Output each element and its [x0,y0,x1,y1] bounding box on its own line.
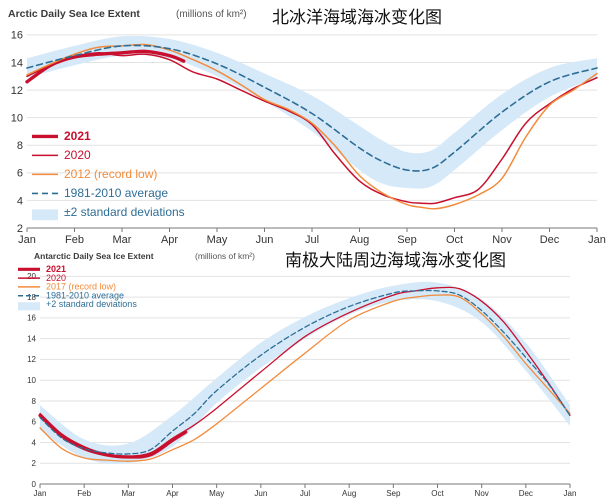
antarctic-axis: 0 2 4 6 8 10 12 14 16 18 20 Jan Feb Mar Apr May Jun Jul Au… [27,272,576,498]
arctic-x-tick-label: Apr [161,234,178,246]
arctic-y-tick-label: 8 [17,140,23,152]
antarctic-x-tick-label: Jan [564,489,577,498]
arctic-legend-label: 1981-2010 average [64,186,168,200]
antarctic-caption: 南极大陆周边海域海冰变化图 [285,251,506,271]
antarctic-y-tick-label: 12 [27,355,36,364]
arctic-legend-label: 2012 (record low) [64,167,157,181]
arctic-axis: 2 4 6 8 10 12 14 16 Jan Feb Mar Apr May Jun Jul Aug Sep O… [11,30,606,246]
arctic-series-group [25,43,598,210]
antarctic-x-tick-label: Aug [342,489,356,498]
arctic-x-tick-label: Jan [18,234,36,246]
arctic-series-2020 [26,52,598,205]
arctic-x-tick-label: Jul [305,234,319,246]
antarctic-y-tick-label: 8 [32,397,37,406]
antarctic-x-tick-label: Jan [34,489,47,498]
antarctic-legend-label: +2 standard deviations [46,299,137,309]
antarctic-y-tick-label: 14 [27,334,36,343]
arctic-legend-label: 2021 [64,129,91,143]
arctic-y-tick-label: 6 [17,168,23,180]
arctic-y-tick-label: 16 [11,30,23,42]
antarctic-y-tick-label: 10 [27,376,36,385]
arctic-y-tick-label: 2 [17,223,23,235]
antarctic-series-2021 [38,413,188,459]
antarctic-legend-label: 2020 [46,273,66,283]
arctic-y-tick-label: 10 [11,113,23,125]
antarctic-legend-label: 2021 [46,264,66,274]
arctic-chart: Arctic Daily Sea Ice Extent (millions of… [8,8,606,246]
arctic-legend: 2021 2020 2012 (record low) 1981-2010 avera… [32,129,185,221]
antarctic-x-tick-label: Mar [121,489,135,498]
arctic-y-tick-label: 4 [17,195,23,207]
arctic-x-tick-label: Jun [256,234,274,246]
arctic-legend-label: 2020 [64,148,91,162]
antarctic-y-tick-label: 0 [32,480,37,489]
arctic-std-band [27,35,597,189]
arctic-x-tick-label: Oct [446,234,463,246]
arctic-band-group [27,35,597,189]
antarctic-unit-label: (millions of km²) [195,251,255,261]
antarctic-chart: Antarctic Daily Sea Ice Extent (millions… [18,251,576,498]
antarctic-x-tick-label: Jul [300,489,310,498]
arctic-unit-label: (millions of km²) [176,9,247,20]
antarctic-x-tick-label: Sep [386,489,401,498]
arctic-y-tick-label: 12 [11,85,23,97]
arctic-series-1981-2010 [26,44,598,172]
arctic-x-tick-label: Dec [540,234,560,246]
antarctic-x-tick-label: Nov [475,489,489,498]
antarctic-x-tick-label: May [209,489,224,498]
arctic-x-tick-label: Aug [350,234,370,246]
arctic-caption: 北冰洋海域海冰变化图 [272,8,442,28]
antarctic-series-group [38,286,571,462]
arctic-y-tick-label: 14 [11,57,23,69]
antarctic-y-tick-label: 20 [27,272,36,281]
arctic-x-tick-label: Nov [492,234,512,246]
antarctic-std-band [40,281,570,464]
antarctic-y-tick-label: 18 [27,293,36,302]
antarctic-legend-label: 1981-2010 average [46,290,124,300]
antarctic-x-tick-label: Feb [77,489,91,498]
antarctic-x-tick-label: Dec [519,489,533,498]
antarctic-y-tick-label: 4 [32,438,37,447]
antarctic-series-1981-2010 [39,289,571,455]
arctic-legend-label: ±2 standard deviations [64,205,185,219]
antarctic-y-tick-label: 6 [32,418,37,427]
arctic-x-tick-label: Feb [65,234,84,246]
arctic-x-tick-label: Mar [113,234,132,246]
antarctic-series-2020 [39,286,571,457]
arctic-title: Arctic Daily Sea Ice Extent [8,8,140,20]
antarctic-x-tick-label: Apr [166,489,179,498]
antarctic-x-tick-label: Jun [254,489,267,498]
antarctic-legend-swatch [18,302,40,311]
antarctic-y-tick-label: 16 [27,314,36,323]
antarctic-band-group [40,281,570,464]
antarctic-series-2017 [39,294,571,462]
arctic-legend-swatch [32,209,58,221]
arctic-x-tick-label: May [207,234,228,246]
antarctic-x-tick-label: Oct [431,489,444,498]
arctic-x-tick-label: Sep [397,234,417,246]
antarctic-legend-label: 2017 (record low) [46,282,116,292]
antarctic-y-tick-label: 2 [32,459,37,468]
antarctic-title: Antarctic Daily Sea Ice Extent [34,251,154,261]
arctic-x-tick-label: Jan [588,234,606,246]
